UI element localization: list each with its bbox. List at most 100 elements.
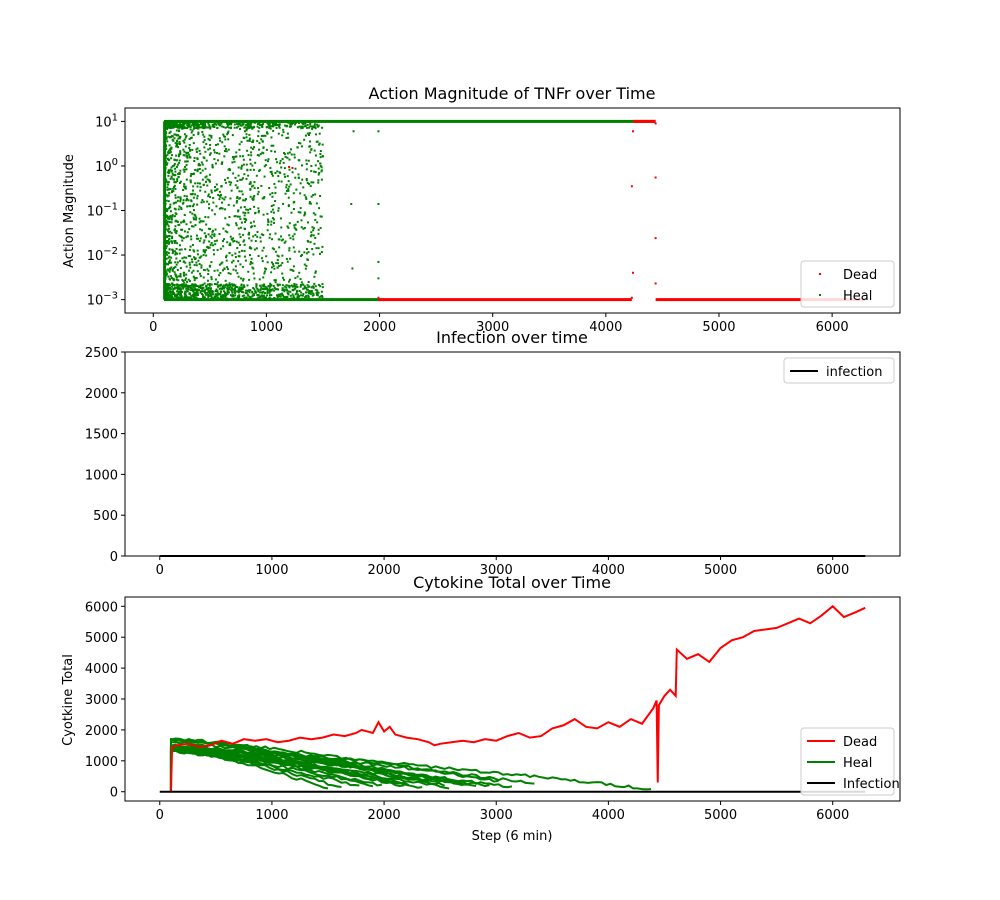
- heal-point: [318, 171, 321, 174]
- heal-point: [193, 121, 196, 124]
- heal-point: [173, 250, 176, 253]
- heal-point: [226, 231, 229, 234]
- heal-point: [303, 214, 306, 217]
- heal-point: [232, 172, 235, 175]
- action-magnitude-plot-area: [163, 119, 865, 302]
- heal-point: [312, 234, 315, 237]
- heal-point: [292, 265, 295, 268]
- heal-point: [212, 290, 215, 293]
- heal-point: [202, 156, 205, 159]
- heal-point: [241, 164, 244, 167]
- heal-point: [166, 296, 169, 299]
- heal-point: [207, 126, 210, 129]
- heal-point: [185, 152, 188, 155]
- heal-point: [221, 286, 224, 289]
- heal-point: [165, 137, 168, 140]
- heal-point: [232, 237, 235, 240]
- heal-point: [164, 207, 167, 210]
- heal-point: [305, 162, 308, 165]
- heal-point: [205, 298, 208, 301]
- heal-point: [222, 293, 225, 296]
- heal-point: [211, 230, 214, 233]
- heal-point: [176, 252, 179, 255]
- heal-point: [313, 242, 316, 245]
- heal-point: [222, 287, 225, 290]
- heal-point: [188, 143, 191, 146]
- heal-point: [245, 289, 248, 292]
- heal-point: [310, 170, 313, 173]
- heal-point: [235, 224, 238, 227]
- heal-point: [165, 154, 168, 157]
- heal-point: [319, 227, 322, 230]
- heal-point: [305, 286, 308, 289]
- heal-point: [179, 151, 182, 154]
- action-magnitude-axes: 0 1000 2000 3000 4000 5000 600010110010−110−21…: [87, 107, 901, 335]
- heal-point: [163, 178, 166, 181]
- heal-point: [164, 138, 167, 141]
- heal-point: [234, 265, 237, 268]
- heal-point: [204, 236, 207, 239]
- heal-point: [170, 293, 173, 296]
- heal-point: [173, 133, 176, 136]
- heal-point: [300, 219, 303, 222]
- heal-point: [312, 286, 315, 289]
- heal-point: [164, 192, 167, 195]
- heal-point: [184, 136, 187, 139]
- heal-point: [205, 159, 208, 162]
- heal-point: [232, 240, 235, 243]
- heal-point: [288, 185, 291, 188]
- heal-point: [175, 247, 178, 250]
- heal-point: [244, 212, 247, 215]
- infection-axes: 0 1000 2000 3000 4000 5000 6000050010001500200…: [85, 346, 901, 578]
- heal-point: [219, 247, 222, 250]
- heal-point: [179, 153, 182, 156]
- heal-point: [184, 279, 187, 282]
- heal-point: [232, 283, 235, 286]
- heal-point: [170, 282, 173, 285]
- heal-point: [314, 236, 317, 239]
- heal-point: [258, 142, 261, 145]
- heal-point: [190, 296, 193, 299]
- heal-point: [291, 288, 294, 291]
- y-tick-label: 5000: [85, 631, 118, 646]
- heal-point: [170, 285, 173, 288]
- heal-point: [201, 123, 204, 126]
- heal-point: [234, 269, 237, 272]
- heal-point: [174, 212, 177, 215]
- heal-point: [195, 294, 198, 297]
- heal-point: [271, 122, 274, 125]
- heal-point: [185, 199, 188, 202]
- heal-point: [196, 158, 199, 161]
- heal-point: [298, 295, 301, 298]
- heal-point: [200, 255, 203, 258]
- heal-point: [178, 284, 181, 287]
- heal-point: [306, 123, 309, 126]
- heal-point: [316, 125, 319, 128]
- heal-point: [290, 125, 293, 128]
- heal-point: [164, 122, 167, 125]
- heal-point: [279, 293, 282, 296]
- heal-point: [249, 188, 252, 191]
- heal-point: [209, 126, 212, 129]
- heal-point: [166, 208, 169, 211]
- heal-point: [177, 155, 180, 158]
- heal-point: [218, 207, 221, 210]
- heal-point: [202, 127, 205, 130]
- heal-point: [165, 245, 168, 248]
- heal-point: [377, 260, 380, 263]
- heal-point: [300, 253, 303, 256]
- dead-line: [169, 604, 866, 792]
- heal-point: [234, 215, 237, 218]
- heal-point: [188, 205, 191, 208]
- heal-point: [207, 283, 210, 286]
- heal-point: [243, 227, 246, 230]
- heal-point: [308, 145, 311, 148]
- heal-point: [248, 126, 251, 129]
- heal-point: [246, 298, 249, 301]
- heal-point: [175, 263, 178, 266]
- heal-point: [245, 163, 248, 166]
- heal-point: [210, 241, 213, 244]
- heal-point: [208, 139, 211, 142]
- heal-point: [216, 127, 219, 130]
- heal-point: [236, 179, 239, 182]
